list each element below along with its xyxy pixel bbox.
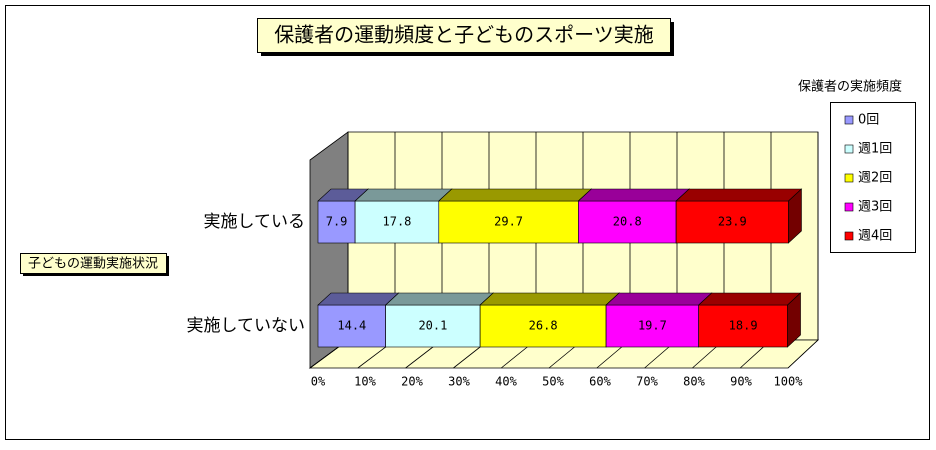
legend-label: 週2回 bbox=[858, 171, 892, 186]
legend-swatch bbox=[844, 144, 854, 154]
bar-front bbox=[675, 200, 789, 244]
x-tick-label: 100% bbox=[774, 375, 804, 389]
chart-title: 保護者の運動頻度と子どものスポーツ実施 bbox=[274, 23, 654, 47]
value-label: 20.1 bbox=[418, 319, 447, 333]
x-tick-label: 90% bbox=[730, 375, 752, 389]
legend-label: 0回 bbox=[858, 113, 879, 128]
legend-label: 週3回 bbox=[858, 200, 892, 215]
bar-front bbox=[354, 200, 440, 244]
bar-top bbox=[438, 188, 593, 202]
x-tick-label: 40% bbox=[495, 375, 517, 389]
value-label: 23.9 bbox=[718, 215, 747, 229]
x-tick-label: 0% bbox=[311, 375, 326, 389]
bar-top bbox=[697, 292, 802, 306]
bar-top bbox=[605, 292, 713, 306]
legend-swatch bbox=[844, 115, 854, 125]
x-tick-label: 20% bbox=[401, 375, 423, 389]
legend-title: 保護者の実施頻度 bbox=[798, 79, 902, 95]
bar-side bbox=[787, 292, 801, 348]
y-tick-label: 実施している bbox=[204, 212, 306, 232]
x-tick-label: 70% bbox=[636, 375, 658, 389]
value-label: 19.7 bbox=[638, 319, 667, 333]
bar-front bbox=[385, 304, 481, 348]
bar-front bbox=[698, 304, 788, 348]
legend-box bbox=[830, 102, 916, 253]
value-label: 20.8 bbox=[613, 215, 642, 229]
value-label: 26.8 bbox=[529, 319, 558, 333]
axis-title-box bbox=[20, 253, 167, 274]
y-axis-title: 子どもの運動実施状況 bbox=[28, 256, 158, 272]
bar-front bbox=[479, 304, 607, 348]
value-label: 7.9 bbox=[326, 215, 348, 229]
grid-line bbox=[787, 339, 819, 369]
value-label: 18.9 bbox=[729, 319, 758, 333]
bar-front bbox=[317, 200, 356, 244]
bar-top bbox=[384, 292, 494, 306]
x-tick-label: 80% bbox=[683, 375, 705, 389]
bar-front bbox=[578, 200, 677, 244]
y-tick-label: 実施していない bbox=[187, 316, 306, 336]
legend-label: 週4回 bbox=[858, 229, 892, 244]
bar-top bbox=[317, 292, 400, 306]
title-box bbox=[257, 18, 671, 53]
value-label: 14.4 bbox=[337, 319, 366, 333]
bar-front bbox=[605, 304, 699, 348]
value-label: 29.7 bbox=[494, 215, 523, 229]
value-label: 17.8 bbox=[383, 215, 412, 229]
bar-top bbox=[577, 188, 690, 202]
x-tick-label: 10% bbox=[354, 375, 376, 389]
bar-top bbox=[479, 292, 620, 306]
bar-top bbox=[354, 188, 453, 202]
legend-label: 週1回 bbox=[858, 142, 892, 157]
legend-swatch bbox=[844, 173, 854, 183]
x-tick-label: 30% bbox=[448, 375, 470, 389]
legend-swatch bbox=[844, 231, 854, 241]
legend-swatch bbox=[844, 202, 854, 212]
bar-top bbox=[675, 188, 803, 202]
x-tick-label: 60% bbox=[589, 375, 611, 389]
x-tick-label: 50% bbox=[542, 375, 564, 389]
bar-side bbox=[788, 188, 802, 244]
